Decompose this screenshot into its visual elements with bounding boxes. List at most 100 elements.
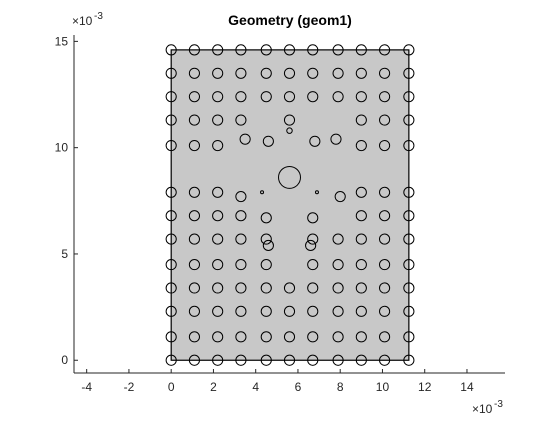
hole-circle [307,67,319,79]
hole-circle [403,305,415,317]
y-tick-label: 0 [61,353,68,367]
hole-circle [307,282,319,294]
hole-circle [379,233,391,245]
hole-circle [212,233,224,245]
hole-circle [403,354,415,366]
special-circle [307,212,319,224]
plot-area[interactable]: -4 -2 0 2 4 6 8 10 12 14 0 5 10 15 [55,34,505,394]
hole-circle [379,91,391,103]
hole-circle [332,305,344,317]
x-tick-label: 12 [418,380,432,394]
hole-circle [260,91,272,103]
y-exponent-base: ×10 [72,14,93,28]
x-tick-label: 2 [210,380,217,394]
hole-circle [332,331,344,343]
hole-circle [283,44,296,56]
y-exponent-power: -3 [94,11,103,22]
domain-rectangle [170,49,410,361]
hole-circle [403,282,415,294]
hole-circle [403,139,415,152]
special-circle [305,239,317,252]
hole-circle [332,282,344,294]
x-tick-label: 8 [337,380,344,394]
hole-circle [332,91,344,103]
hole-circle [165,139,177,152]
special-circle [278,165,301,189]
special-circle [260,190,265,195]
hole-circle [165,114,177,126]
hole-circle [283,354,296,366]
hole-circle [212,139,224,152]
hole-circle [260,305,272,317]
hole-circle [355,282,367,294]
x-tick-label: 4 [252,380,259,394]
hole-circle [379,139,391,152]
hole-circle [188,210,200,222]
hole-circle [379,44,391,56]
hole-circle [260,354,272,366]
hole-circle [212,305,224,317]
plot-title: Geometry (geom1) [228,12,352,28]
hole-circle [403,114,415,126]
hole-circle [355,210,367,222]
hole-circle [260,233,272,245]
hole-circle [355,354,367,366]
hole-circle [307,354,319,366]
hole-circle [379,186,391,198]
hole-circle [165,259,177,271]
hole-circle [307,305,319,317]
special-circle [262,239,274,252]
hole-circle [379,114,391,126]
hole-circle [355,91,367,103]
hole-circle [235,259,247,271]
hole-circle [212,44,224,56]
hole-circle [212,282,224,294]
hole-circle [379,282,391,294]
hole-circle [332,44,344,56]
hole-circle [235,331,247,343]
hole-circle [307,259,319,271]
hole-circle [307,91,319,103]
x-tick-label: 14 [460,380,474,394]
x-exponent-power: -3 [494,399,503,410]
hole-circle [379,259,391,271]
hole-circle [260,44,272,56]
hole-circle [235,233,247,245]
hole-circle [188,186,200,198]
hole-circle [260,259,272,271]
hole-circle [235,305,247,317]
special-circle [283,114,296,126]
hole-circle [212,91,224,103]
special-circle [262,135,274,147]
hole-circle [355,186,367,198]
hole-circle [165,44,177,56]
hole-circle [260,331,272,343]
hole-circle [332,67,344,79]
hole-circle [355,44,367,56]
hole-circle [379,210,391,222]
hole-circle [212,354,224,366]
hole-circle [332,354,344,366]
hole-circle [332,233,344,245]
x-tick-label: 10 [376,380,390,394]
special-circle [286,127,293,134]
hole-circle [235,44,247,56]
x-exponent: ×10 -3 [472,399,503,416]
special-circle [235,190,247,203]
special-circle [239,133,251,145]
hole-circle [283,305,296,317]
hole-circle [379,67,391,79]
hole-circle [355,139,367,152]
hole-circle [212,67,224,79]
hole-circle [283,331,296,343]
hole-circle [403,44,415,56]
hole-circle [283,67,296,79]
hole-circle [235,354,247,366]
hole-circle [403,67,415,79]
special-circle [330,133,342,145]
hole-circle [403,186,415,198]
hole-circle [235,67,247,79]
hole-circle [188,114,200,126]
